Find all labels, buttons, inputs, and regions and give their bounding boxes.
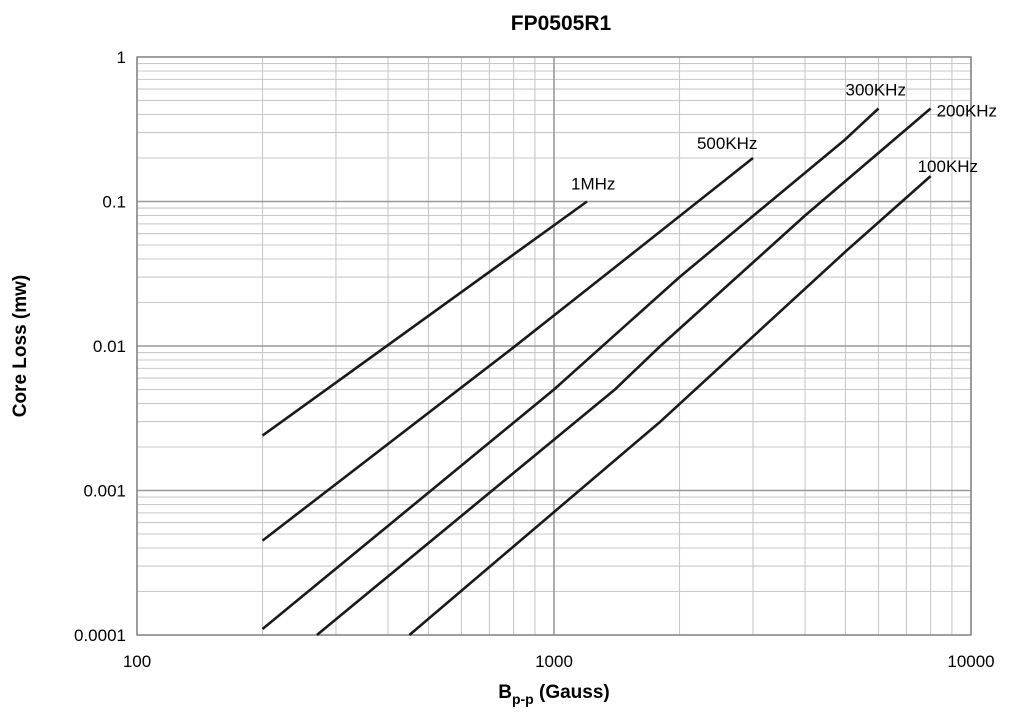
x-axis-label: Bp-p (Gauss) — [498, 682, 610, 707]
series-line — [261, 156, 754, 542]
series-lines — [261, 107, 932, 637]
series-label: 500KHz — [697, 134, 757, 153]
x-tick-labels: 100 1000 10000 — [123, 652, 995, 671]
y-tick-label: 0.001 — [83, 482, 126, 501]
series-labels: 1MHz 500KHz 300KHz 200KHz 100KHz — [571, 81, 997, 194]
series-line — [408, 175, 932, 636]
y-tick-label: 0.1 — [102, 193, 126, 212]
chart-title: FP0505R1 — [511, 12, 612, 35]
series-label: 100KHz — [918, 157, 978, 176]
plot-area — [136, 56, 972, 636]
y-axis-label: Core Loss (mw) — [10, 275, 31, 418]
y-tick-label: 0.0001 — [74, 626, 126, 645]
x-tick-label: 100 — [123, 652, 151, 671]
series-line — [316, 107, 932, 637]
y-tick-label: 1 — [117, 48, 126, 67]
y-tick-label: 0.01 — [93, 337, 126, 356]
series-line — [261, 107, 880, 631]
y-tick-labels: 0.0001 0.001 0.01 0.1 1 — [74, 48, 126, 645]
series-line — [261, 200, 588, 437]
series-label: 300KHz — [845, 81, 905, 100]
x-tick-label: 10000 — [947, 652, 994, 671]
x-axis-label-unit: (Gauss) — [534, 682, 610, 703]
x-axis-label-subscript: p-p — [512, 691, 534, 707]
x-axis-label-main: B — [498, 682, 512, 703]
series-label: 1MHz — [571, 175, 615, 194]
series-label: 200KHz — [937, 102, 997, 121]
x-tick-label: 1000 — [535, 652, 573, 671]
